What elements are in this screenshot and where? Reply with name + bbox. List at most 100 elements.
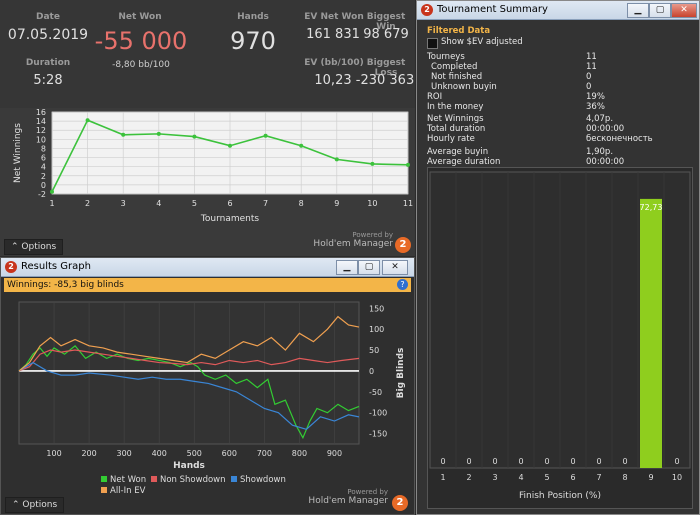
x-tick-label: 900 [327,449,342,458]
summary-row-label: Unknown buyin [431,82,497,92]
biggest-loss-label: Biggest Loss [366,58,406,78]
winnings-bar: Winnings: -85,3 big blinds ? [4,278,411,292]
summary-row-label: Not finished [431,72,483,82]
results-titlebar[interactable]: 2 Results Graph ▁ ▢ ✕ [1,258,414,277]
legend-label: All-In EV [110,486,146,494]
x-tick-label: 600 [222,449,237,458]
data-point [406,162,410,167]
y-axis-title: Net Winnings [13,123,23,183]
legend-swatch [231,476,237,482]
y-tick-label: 10 [36,135,46,144]
x-tick-label: 8 [299,199,304,208]
summary-row-value: 11 [586,62,597,72]
x-tick-label: 9 [648,473,653,482]
results-hm-logo-icon: 2 [392,495,408,511]
summary-row-label: Total duration [427,124,486,134]
x-tick-label: 4 [156,199,161,208]
summary-minimize-button[interactable]: ▁ [627,3,649,18]
legend-label: Non Showdown [160,475,226,485]
data-point [156,131,161,136]
y-tick-label: 8 [41,144,46,153]
summary-maximize-button[interactable]: ▢ [649,3,671,18]
net-won-bb: -8,80 bb/100 [112,60,170,70]
y-tick-label: -150 [369,430,387,439]
bar-value-label: 0 [596,457,601,466]
x-tick-label: 7 [596,473,601,482]
net-won-label: Net Won [118,12,162,22]
legend-label: Showdown [240,475,286,485]
biggest-win-label: Biggest Win [366,12,406,32]
bar-value-label: 0 [570,457,575,466]
summary-row-value: 1,90р. [586,147,614,157]
bar-value-label: 0 [518,457,523,466]
data-point [370,161,375,166]
bar-value-label: 0 [544,457,549,466]
options-label: Options [21,242,57,252]
series-line [18,315,360,372]
data-point [334,157,339,162]
y-tick-label: 0 [369,367,374,376]
summary-row-value: 0 [586,72,592,82]
y-tick-label: 150 [369,304,384,313]
legend-label: Net Won [110,475,146,485]
data-point [299,143,304,148]
y-tick-label: -100 [369,409,387,418]
x-tick-label: 800 [292,449,307,458]
summary-row-label: Average buyin [427,147,489,157]
y-tick-label: -50 [369,388,382,397]
finish-bar [640,198,662,469]
bar-value-label: 0 [674,457,679,466]
session-stats-panel: Date 07.05.2019 Duration 5:28 Net Won -5… [0,0,415,108]
options-button[interactable]: ⌃ Options [4,239,64,255]
x-axis-title: Tournaments [200,214,259,224]
x-tick-label: 10 [367,199,377,208]
results-options-label: Options [22,500,58,510]
maximize-button[interactable]: ▢ [358,260,380,275]
series-line [18,345,360,440]
data-point [228,143,232,148]
summary-title: Tournament Summary [437,4,548,15]
bar-value-label: 0 [622,457,627,466]
x-tick-label: 6 [227,199,232,208]
summary-row-label: Net Winnings [427,114,484,124]
brand-label: Hold'em Manager [313,239,393,249]
hm-app-icon: 2 [5,261,17,273]
x-tick-label: 4 [518,473,523,482]
summary-row-label: Hourly rate [427,134,475,144]
summary-app-icon: 2 [421,4,433,16]
x-tick-label: 200 [81,449,96,458]
x-tick-label: 5 [544,473,549,482]
x-tick-label: 3 [121,199,126,208]
x-tick-label: 400 [152,449,167,458]
biggest-win-value: 98 679 [363,27,409,42]
plot-area [18,301,360,445]
ev-adjusted-checkbox[interactable] [427,38,438,49]
help-icon[interactable]: ? [397,279,408,290]
x-tick-label: 11 [403,199,413,208]
summary-titlebar[interactable]: 2 Tournament Summary ▁ ▢ ✕ [417,1,699,20]
y-tick-label: 50 [369,346,379,355]
summary-row-label: Completed [431,62,478,72]
summary-row-label: In the money [427,102,484,112]
summary-row-value: 0 [586,82,592,92]
summary-row-label: Average duration [427,157,501,167]
bar-value-label: 0 [466,457,471,466]
summary-close-button[interactable]: ✕ [671,3,697,18]
powered-by-label: Powered by [352,231,393,239]
y-tick-label: 100 [369,325,384,334]
data-point [263,133,268,138]
x-tick-label: 5 [192,199,197,208]
x-tick-label: 8 [622,473,627,482]
legend-swatch [101,476,107,482]
results-options-button[interactable]: ⌃ Options [5,497,65,513]
x-tick-label: 700 [257,449,272,458]
y-tick-label: 2 [41,172,46,181]
close-button[interactable]: ✕ [382,260,408,275]
summary-row-value: 19% [586,92,605,102]
ev-bb-label: EV (bb/100) [304,58,364,68]
x-tick-label: 6 [570,473,575,482]
minimize-button[interactable]: ▁ [336,260,358,275]
results-powered-by: Powered by Hold'em Manager [268,488,388,506]
